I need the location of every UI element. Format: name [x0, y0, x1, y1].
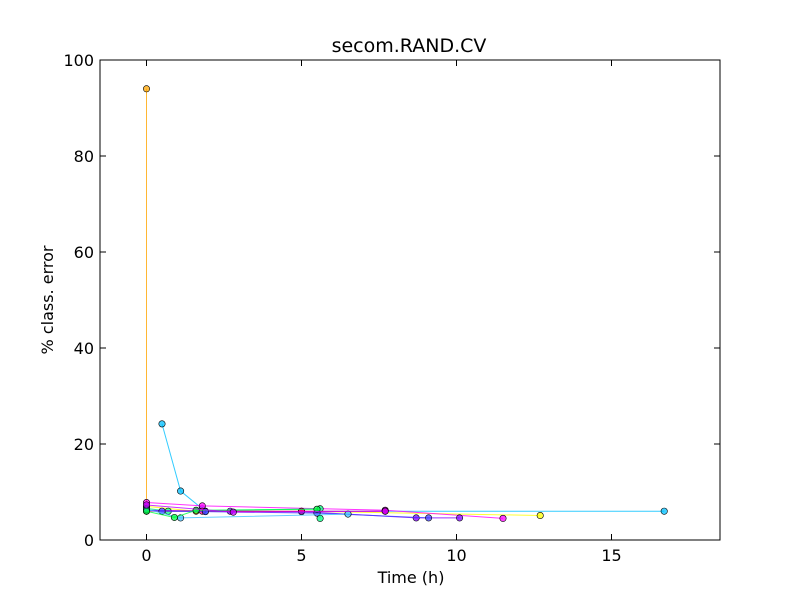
series-11	[143, 501, 389, 516]
series-line	[161, 423, 665, 512]
data-point	[425, 514, 433, 522]
x-tick-label: 5	[296, 546, 306, 565]
data-point	[499, 514, 507, 522]
data-point	[344, 510, 352, 518]
x-axis-label: Time (h)	[377, 568, 445, 587]
data-point	[660, 507, 668, 515]
chart-title: secom.RAND.CV	[332, 35, 487, 57]
data-point	[192, 506, 200, 514]
y-tick-label: 80	[74, 147, 94, 166]
y-tick-label: 100	[63, 51, 94, 70]
data-point	[143, 501, 151, 509]
y-tick-label: 0	[84, 531, 94, 550]
y-tick-label: 60	[74, 243, 94, 262]
x-tick-label: 15	[601, 546, 621, 565]
data-point	[158, 420, 166, 428]
data-point	[229, 508, 237, 516]
x-tick-label: 10	[446, 546, 466, 565]
y-axis-label: % class. error	[38, 245, 57, 354]
data-point	[170, 513, 178, 521]
x-tick-label: 0	[141, 546, 151, 565]
data-point	[536, 512, 544, 520]
data-point	[143, 507, 151, 515]
plot-area	[143, 85, 668, 522]
axis-ticks: 0 5 10 15 0 20 40 60 80 100	[63, 51, 720, 565]
data-point	[143, 85, 151, 93]
plot-frame	[99, 59, 721, 541]
series-2	[158, 420, 668, 515]
series-line	[146, 508, 318, 518]
data-point	[381, 507, 389, 515]
series-line	[146, 502, 504, 519]
y-tick-label: 20	[74, 435, 94, 454]
series-10	[143, 505, 321, 521]
data-point	[313, 505, 321, 513]
y-tick-label: 40	[74, 339, 94, 358]
data-point	[456, 514, 464, 522]
data-point	[177, 487, 185, 495]
series-1	[143, 85, 151, 514]
